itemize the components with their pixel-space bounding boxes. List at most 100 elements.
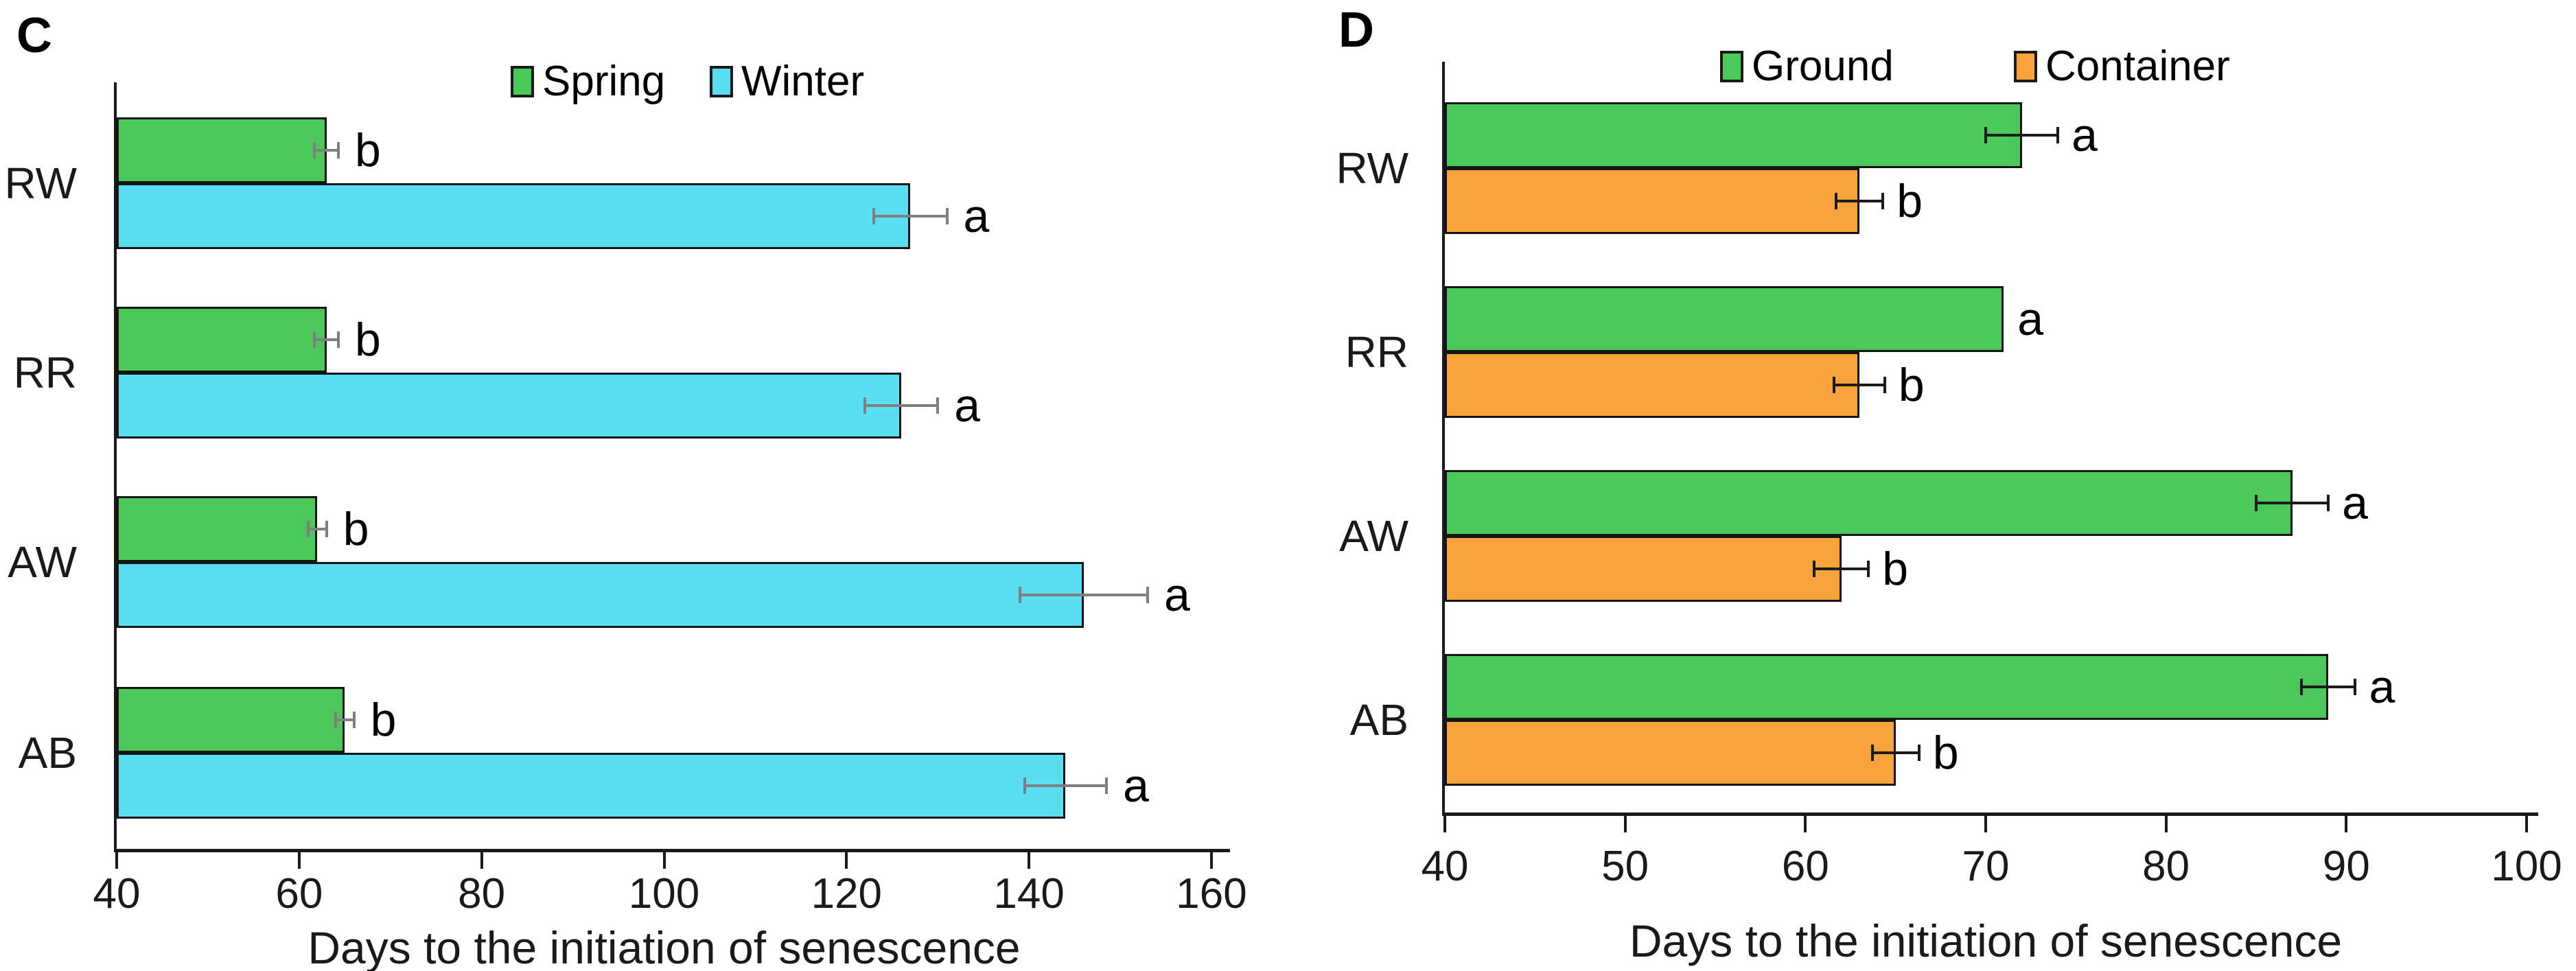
category-label-c-aw: AW [8,537,77,587]
error-bar-cap-left-c-ab-winter [1023,777,1026,794]
category-label-d-aw: AW [1339,511,1408,561]
error-bar-cap-left-d-aw-container [1813,561,1816,577]
error-bar-cap-right-d-rr-container [1883,377,1886,393]
x-tick-label-d-70: 70 [1962,843,2010,890]
error-bar-cap-left-c-rr-winter [863,397,866,414]
bar-c-ab-spring [117,687,345,753]
x-axis-d [1442,812,2538,816]
error-bar-cap-left-d-ab-container [1870,745,1874,761]
x-tick-label-d-60: 60 [1781,843,1829,890]
error-bar-cap-right-c-rr-winter [936,397,940,414]
legend-swatch-spring-icon [511,66,534,97]
error-bar-d-rw-container [1835,200,1883,202]
bar-d-aw-ground [1445,470,2293,536]
bar-c-rw-winter [117,183,910,249]
bar-c-rr-spring [117,307,327,373]
legend-label-container: Container [2045,43,2230,90]
sig-letter-c-rw-spring: b [354,124,381,176]
error-bar-cap-left-c-rw-spring [313,142,316,159]
x-tick-d-80 [2164,816,2168,832]
error-bar-c-rr-spring [314,338,338,341]
sig-letter-c-rr-spring: b [354,314,381,366]
bar-c-aw-spring [117,496,317,562]
panel-label-d: D [1338,3,1374,58]
y-axis-d [1442,62,1445,816]
error-bar-cap-left-d-rw-ground [1984,127,1987,143]
error-bar-c-rw-spring [314,149,338,152]
legend-label-spring: Spring [542,58,666,105]
x-tick-label-c-140: 140 [993,870,1065,917]
sig-letter-d-aw-container: b [1882,543,1909,595]
category-label-d-ab: AB [1349,695,1408,745]
legend-item-winter-c: Winter [710,60,864,103]
sig-letter-d-rw-container: b [1896,175,1923,227]
error-bar-cap-right-c-aw-winter [1146,587,1149,603]
sig-letter-c-aw-spring: b [343,503,369,555]
bar-d-aw-container [1445,536,1842,602]
error-bar-cap-right-d-rw-ground [2056,127,2060,143]
x-tick-c-100 [662,852,666,869]
sig-letter-c-rr-winter: a [954,379,981,432]
error-bar-cap-right-d-aw-ground [2327,495,2330,511]
x-axis-title-c: Days to the initiation of senescence [308,922,1021,971]
bar-d-rr-container [1445,352,1859,418]
x-tick-label-c-80: 80 [458,870,506,917]
error-bar-c-ab-spring [336,718,354,721]
sig-letter-d-rr-container: b [1898,359,1925,411]
error-bar-cap-right-c-rw-spring [336,142,340,159]
sig-letter-c-ab-winter: a [1123,760,1149,812]
bar-c-aw-winter [117,562,1084,628]
x-tick-d-50 [1623,816,1627,832]
category-label-d-rw: RW [1336,143,1408,193]
legend-label-ground: Ground [1752,43,1894,90]
error-bar-cap-left-d-ab-ground [2299,679,2303,695]
error-bar-cap-right-d-rw-container [1881,193,1885,209]
bar-d-rw-container [1445,168,1859,234]
sig-letter-d-rr-ground: a [2017,293,2044,345]
x-axis-title-d: Days to the initiation of senescence [1629,915,2343,966]
bar-c-rw-spring [117,117,327,183]
x-tick-label-d-80: 80 [2142,843,2190,890]
error-bar-c-aw-spring [308,528,327,530]
sig-letter-d-aw-ground: a [2342,477,2368,529]
error-bar-cap-left-d-rw-container [1834,193,1837,209]
x-tick-c-140 [1028,852,1031,869]
legend-item-spring-c: Spring [511,60,665,103]
x-tick-d-40 [1443,816,1446,832]
sig-letter-d-rw-ground: a [2072,109,2098,161]
x-tick-label-c-160: 160 [1176,870,1247,917]
x-tick-c-60 [297,852,301,869]
error-bar-c-rw-winter [874,215,947,218]
x-tick-label-d-50: 50 [1601,843,1649,890]
legend-swatch-winter-icon [710,66,733,97]
x-tick-label-c-40: 40 [93,870,141,917]
error-bar-cap-left-c-rw-winter [872,208,876,224]
error-bar-cap-right-c-rw-winter [945,208,949,224]
sig-letter-d-ab-container: b [1932,727,1959,779]
error-bar-cap-right-d-ab-ground [2354,679,2357,695]
category-label-d-rr: RR [1345,327,1408,377]
bar-d-ab-ground [1445,654,2328,720]
error-bar-cap-right-c-ab-winter [1105,777,1109,794]
category-label-c-rr: RR [13,348,77,397]
legend-swatch-container-icon [2014,51,2037,82]
bar-c-rr-winter [117,373,901,438]
x-tick-label-c-100: 100 [628,870,700,917]
category-label-c-ab: AB [18,728,77,777]
sig-letter-d-ab-ground: a [2369,661,2395,713]
x-tick-label-d-100: 100 [2491,843,2562,890]
error-bar-cap-right-d-aw-container [1867,561,1870,577]
legend-label-winter: Winter [741,58,865,105]
error-bar-cap-left-c-ab-spring [334,712,337,728]
error-bar-cap-right-d-ab-container [1917,745,1921,761]
x-tick-label-d-90: 90 [2322,843,2370,890]
bar-d-ab-container [1445,720,1896,786]
sig-letter-c-rw-winter: a [963,190,990,242]
legend-swatch-ground-icon [1720,51,1743,82]
x-tick-label-c-120: 120 [811,870,883,917]
bar-d-rr-ground [1445,286,2004,352]
x-tick-d-60 [1804,816,1807,832]
x-tick-label-c-60: 60 [275,870,323,917]
error-bar-c-aw-winter [1019,594,1148,596]
error-bar-cap-right-c-ab-spring [352,712,356,728]
